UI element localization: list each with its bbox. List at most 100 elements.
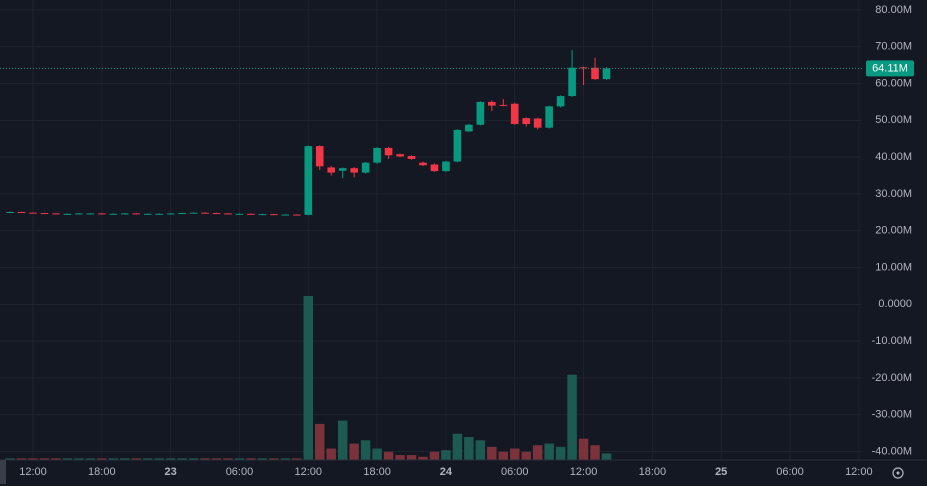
candle-body <box>602 68 611 80</box>
candle-body <box>499 104 508 106</box>
candle-body <box>373 147 381 163</box>
candle-body <box>235 213 244 215</box>
volume-bar <box>257 458 268 460</box>
volume-bar <box>452 433 463 460</box>
volume-bar <box>62 458 73 460</box>
candle-body <box>247 213 255 215</box>
volume-bar <box>372 448 382 460</box>
scroll-handle[interactable] <box>0 460 6 484</box>
candle-body <box>132 213 141 215</box>
volume-bar <box>383 451 394 460</box>
grid-layer <box>0 0 862 460</box>
volume-bar <box>200 458 210 460</box>
candle-body <box>453 129 462 162</box>
last-price-box <box>866 60 914 77</box>
last-price-label: 64.11M <box>872 62 908 74</box>
volume-bar <box>360 440 371 460</box>
volume-bar <box>567 374 577 460</box>
price-layer <box>6 50 611 216</box>
candle-body <box>155 213 163 215</box>
candle-body <box>40 213 49 215</box>
x-tick-label: 18:00 <box>639 466 667 478</box>
volume-bar <box>395 455 405 460</box>
candle-body <box>6 211 14 213</box>
settings-icon[interactable] <box>892 467 904 479</box>
x-tick-label: 25 <box>715 466 727 478</box>
candle-body <box>189 212 198 214</box>
volume-bar <box>5 458 15 460</box>
y-tick-label: 60.00M <box>875 77 912 89</box>
candle-body <box>304 146 313 215</box>
candle-body <box>442 161 450 172</box>
candle-body <box>556 96 565 107</box>
y-tick-label: -30.00M <box>872 409 912 421</box>
volume-bar <box>223 458 233 460</box>
volume-bar <box>269 458 279 460</box>
volume-bar <box>303 296 314 460</box>
volume-bar <box>211 458 222 460</box>
candle-body <box>568 67 576 97</box>
candle-body <box>178 213 186 215</box>
volume-bar <box>555 446 566 460</box>
icon-dot <box>896 471 900 475</box>
candle-body <box>407 156 416 159</box>
candle-body <box>338 168 347 171</box>
candle-body <box>419 162 427 166</box>
candle-body <box>591 67 599 80</box>
volume-bar <box>39 458 50 460</box>
x-tick-label: 18:00 <box>88 466 116 478</box>
candle-body <box>258 214 267 216</box>
volume-bar <box>234 458 245 460</box>
candle-body <box>510 103 519 125</box>
volume-bar <box>418 456 428 460</box>
x-tick-label: 06:00 <box>226 466 254 478</box>
x-tick-label: 24 <box>440 466 453 478</box>
volume-bar <box>544 443 554 460</box>
volume-bar <box>601 453 612 460</box>
volume-bar <box>85 458 96 460</box>
candle-body <box>52 213 60 215</box>
volume-bar <box>532 445 543 460</box>
candle-body <box>533 118 542 128</box>
candle-body <box>579 67 588 69</box>
candle-body <box>465 124 473 132</box>
candle-body <box>476 101 485 125</box>
volume-bar <box>475 440 486 460</box>
volume-bar <box>177 458 187 460</box>
candle-body <box>522 118 531 125</box>
volume-bar <box>441 450 451 460</box>
x-tick-label: 12:00 <box>570 466 598 478</box>
candle-body <box>430 164 439 172</box>
volume-bar <box>120 458 130 460</box>
y-tick-label: 10.00M <box>875 261 912 273</box>
y-tick-label: -20.00M <box>872 372 912 384</box>
candle-body <box>224 213 232 215</box>
volume-bar <box>349 443 359 460</box>
volume-bar <box>246 458 256 460</box>
candle-body <box>166 213 175 215</box>
volume-bar <box>498 451 509 460</box>
volume-bar <box>510 448 520 460</box>
y-tick-label: 20.00M <box>875 225 912 237</box>
volume-bar <box>326 448 336 460</box>
volume-bar <box>165 458 176 460</box>
candle-body <box>109 213 118 215</box>
vol-layer <box>5 296 612 460</box>
candle-body <box>143 213 152 215</box>
candle-body <box>120 213 129 215</box>
candle-body <box>488 101 496 106</box>
x-tick-label: 12:00 <box>845 466 873 478</box>
candle-body <box>75 213 83 215</box>
volume-bar <box>97 458 107 460</box>
volume-bar <box>142 458 153 460</box>
x-tick-label: 23 <box>165 466 177 478</box>
candle-body <box>545 106 553 128</box>
x-tick-label: 06:00 <box>501 466 529 478</box>
volume-bar <box>429 451 440 460</box>
volume-bar <box>578 438 589 460</box>
x-tick-label: 18:00 <box>363 466 391 478</box>
volume-bar <box>131 458 141 460</box>
volume-bar <box>51 458 61 460</box>
